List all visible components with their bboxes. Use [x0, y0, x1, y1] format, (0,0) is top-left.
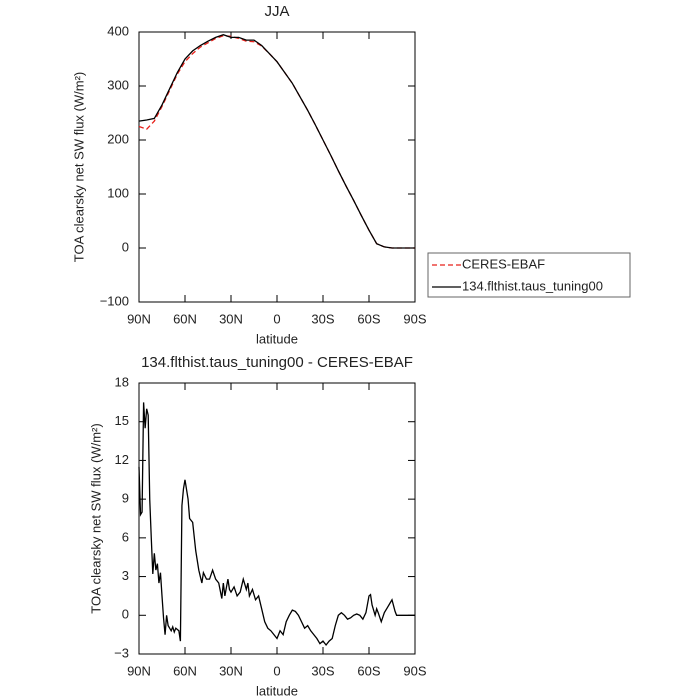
x-tick-label: 30S — [311, 311, 334, 326]
x-tick-label: 90S — [403, 311, 426, 326]
chart-title: 134.flthist.taus_tuning00 - CERES-EBAF — [141, 354, 413, 371]
x-tick-label: 60S — [357, 311, 380, 326]
x-tick-label: 0 — [273, 663, 280, 678]
y-tick-label: 200 — [107, 131, 129, 146]
x-tick-label: 30N — [219, 311, 243, 326]
y-tick-label: 18 — [115, 374, 129, 389]
y-tick-label: 0 — [122, 607, 129, 622]
x-tick-label: 60N — [173, 311, 197, 326]
data-line — [138, 402, 415, 647]
x-tick-label: 90S — [403, 663, 426, 678]
x-tick-label: 90N — [127, 663, 151, 678]
y-tick-label: 15 — [115, 413, 129, 428]
y-tick-label: 9 — [122, 491, 129, 506]
y-tick-label: 0 — [122, 239, 129, 254]
y-axis-label: TOA clearsky net SW flux (W/m²) — [88, 423, 103, 613]
legend-label: 134.flthist.taus_tuning00 — [462, 278, 603, 293]
y-tick-label: 3 — [122, 568, 129, 583]
y-axis-label: TOA clearsky net SW flux (W/m²) — [71, 72, 86, 262]
chart-title: JJA — [264, 3, 289, 20]
x-tick-label: 0 — [273, 311, 280, 326]
y-tick-label: 100 — [107, 185, 129, 200]
y-tick-label: −100 — [100, 293, 129, 308]
x-tick-label: 60S — [357, 663, 380, 678]
y-tick-label: 300 — [107, 77, 129, 92]
y-tick-label: 12 — [115, 452, 129, 467]
x-axis-label: latitude — [256, 331, 298, 346]
x-tick-label: 30S — [311, 663, 334, 678]
plot-frame — [138, 31, 416, 303]
legend-label: CERES-EBAF — [462, 256, 545, 271]
y-tick-label: 6 — [122, 529, 129, 544]
x-tick-label: 90N — [127, 311, 151, 326]
y-tick-label: −3 — [114, 645, 129, 660]
plot-frame — [138, 382, 416, 655]
legend-box — [427, 252, 631, 298]
x-tick-label: 60N — [173, 663, 197, 678]
x-tick-label: 30N — [219, 663, 243, 678]
y-tick-label: 400 — [107, 23, 129, 38]
x-axis-label: latitude — [256, 683, 298, 698]
data-line — [138, 34, 415, 249]
